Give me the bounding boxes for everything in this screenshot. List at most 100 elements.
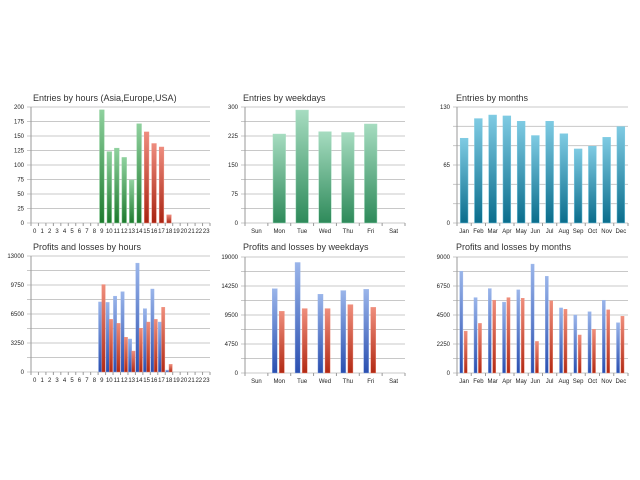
- bar-entries-by-months-Aug: [559, 133, 569, 224]
- x-tick-label: 0: [33, 229, 37, 235]
- bar-profits-losses-by-weekdays-Tue-profits: [294, 262, 301, 374]
- x-tick-label: 4: [63, 229, 67, 235]
- bar-entries-by-hours-16-usa: [151, 143, 157, 224]
- x-tick-label: Dec: [616, 379, 627, 385]
- bar-entries-by-hours-12-asiaeurope: [121, 157, 127, 224]
- bar-profits-losses-by-weekdays-Mon-profits: [272, 288, 278, 374]
- y-tick-label: 6500: [11, 312, 25, 318]
- bar-profits-losses-by-months-Aug-profits: [559, 307, 563, 374]
- y-tick-label: 13000: [7, 254, 24, 260]
- x-tick-label: 16: [151, 378, 158, 384]
- y-tick-label: 125: [14, 149, 25, 155]
- bar-profits-losses-by-hours-12-profits: [120, 291, 125, 373]
- bar-profits-losses-by-hours-13-losses: [131, 350, 136, 373]
- x-tick-label: 23: [203, 378, 210, 384]
- x-tick-label: Jan: [459, 379, 469, 385]
- chart-title: Entries by hours (Asia,Europe,USA): [33, 93, 177, 103]
- y-tick-label: 9500: [225, 313, 239, 319]
- y-tick-label: 25: [17, 207, 24, 213]
- bar-entries-by-months-Dec: [616, 126, 626, 224]
- x-tick-label: 22: [195, 378, 202, 384]
- y-tick-label: 225: [228, 134, 239, 140]
- x-tick-label: 17: [158, 229, 165, 235]
- x-tick-label: Fri: [367, 379, 374, 385]
- bar-profits-losses-by-months-Aug-losses: [563, 308, 568, 374]
- x-tick-label: 15: [143, 229, 150, 235]
- x-tick-label: 12: [121, 229, 128, 235]
- bar-profits-losses-by-months-Jun-profits: [530, 263, 535, 374]
- y-tick-label: 75: [17, 178, 24, 184]
- x-tick-label: 13: [128, 378, 135, 384]
- x-tick-label: Sep: [573, 379, 584, 385]
- chart-title: Profits and losses by months: [456, 242, 572, 252]
- x-tick-label: Nov: [601, 229, 612, 235]
- x-tick-label: 6: [78, 378, 82, 384]
- bar-profits-losses-by-months-Sep-profits: [573, 314, 578, 374]
- bar-profits-losses-by-hours-17-profits: [157, 321, 162, 373]
- y-tick-label: 75: [231, 192, 238, 198]
- y-tick-label: 130: [440, 105, 451, 111]
- x-tick-label: 7: [85, 229, 89, 235]
- bar-entries-by-hours-18-usa: [166, 214, 172, 224]
- x-tick-label: 12: [121, 378, 128, 384]
- x-tick-label: 10: [106, 229, 113, 235]
- x-tick-label: Oct: [588, 229, 598, 235]
- x-tick-label: Aug: [559, 229, 570, 235]
- y-tick-label: 0: [235, 371, 239, 377]
- y-tick-label: 9750: [11, 283, 25, 289]
- x-tick-label: 15: [143, 378, 150, 384]
- bar-profits-losses-by-weekdays-Thu-profits: [340, 290, 347, 374]
- x-tick-label: Sun: [251, 379, 262, 385]
- bar-profits-losses-by-hours-16-losses: [153, 319, 158, 373]
- bar-entries-by-hours-11-asiaeurope: [114, 147, 120, 224]
- bar-profits-losses-by-hours-17-losses: [161, 307, 166, 373]
- x-tick-label: Jul: [546, 229, 554, 235]
- y-tick-label: 4500: [437, 313, 451, 319]
- x-tick-label: 18: [166, 378, 173, 384]
- x-tick-label: Thu: [343, 379, 353, 385]
- y-tick-label: 175: [14, 120, 25, 126]
- y-tick-label: 6750: [437, 284, 451, 290]
- bar-profits-losses-by-months-Sep-losses: [577, 334, 582, 374]
- bar-profits-losses-by-months-Oct-losses: [592, 328, 596, 374]
- y-tick-label: 9000: [437, 255, 451, 261]
- bar-profits-losses-by-weekdays-Wed-losses: [324, 308, 331, 374]
- bar-profits-losses-by-months-Jan-losses: [463, 330, 468, 374]
- bar-profits-losses-by-months-May-profits: [516, 289, 521, 374]
- y-tick-label: 0: [447, 371, 451, 377]
- profits-losses-by-months-svg: Profits and losses by months 0 2250 4500 675…: [437, 242, 629, 385]
- bar-profits-losses-by-months-Mar-profits: [488, 288, 492, 374]
- x-tick-label: May: [515, 229, 526, 235]
- y-tick-label: 100: [14, 163, 25, 169]
- bar-profits-losses-by-hours-14-profits: [135, 262, 140, 373]
- x-tick-label: 20: [181, 229, 188, 235]
- bar-profits-losses-by-hours-9-profits: [98, 301, 103, 373]
- y-tick-label: 150: [228, 163, 239, 169]
- bar-profits-losses-by-weekdays-Tue-losses: [301, 308, 308, 374]
- y-tick-label: 19000: [221, 255, 238, 261]
- x-tick-label: 9: [100, 378, 104, 384]
- bar-profits-losses-by-weekdays-Mon-losses: [279, 311, 285, 374]
- chart-entries-by-weekdays: Entries by weekdays 0 75 150 225 300 Sun Mon Tue…: [215, 90, 420, 240]
- bar-entries-by-weekdays-Mon: [272, 133, 286, 224]
- x-tick-label: Feb: [473, 379, 484, 385]
- bar-profits-losses-by-months-Jan-profits: [459, 270, 464, 374]
- bar-profits-losses-by-weekdays-Wed-profits: [317, 294, 324, 374]
- bar-entries-by-months-Jul: [545, 121, 554, 224]
- x-tick-label: 11: [114, 378, 121, 384]
- x-tick-label: 9: [100, 229, 104, 235]
- chart-title: Profits and losses by weekdays: [243, 242, 369, 252]
- x-tick-label: Sat: [389, 229, 398, 235]
- x-tick-label: Tue: [297, 379, 308, 385]
- y-tick-label: 2250: [437, 342, 451, 348]
- x-tick-label: 1: [41, 229, 45, 235]
- x-tick-label: 5: [70, 229, 74, 235]
- x-tick-label: Tue: [297, 229, 308, 235]
- x-tick-label: 20: [181, 378, 188, 384]
- chart-title: Entries by months: [456, 93, 529, 103]
- bar-profits-losses-by-hours-11-losses: [116, 323, 121, 373]
- y-tick-label: 0: [21, 221, 25, 227]
- bar-profits-losses-by-hours-14-losses: [138, 328, 143, 373]
- x-tick-label: 14: [136, 229, 143, 235]
- x-tick-label: Nov: [601, 379, 612, 385]
